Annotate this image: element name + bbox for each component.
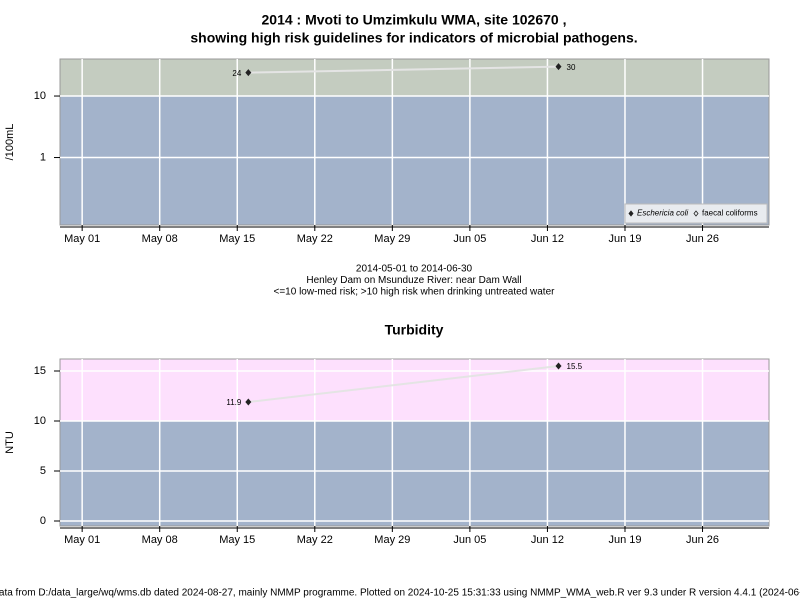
x-tick-label: May 01 [64,233,100,245]
y-tick-label: 10 [34,415,46,427]
x-tick-label: Jun 05 [453,534,486,546]
note: 2014-05-01 to 2014-06-30 [356,264,473,275]
x-tick-label: May 15 [219,534,255,546]
y-axis-label: NTU [4,431,16,454]
x-tick-label: May 22 [297,233,333,245]
value-label: 24 [232,69,241,78]
x-tick-label: May 08 [142,233,178,245]
footer: Data from D:/data_large/wq/wms.db dated … [0,588,800,599]
x-tick-label: Jun 26 [686,534,719,546]
series-line [248,365,559,403]
high-risk-band [60,359,769,421]
x-tick-label: May 15 [219,233,255,245]
x-tick-label: May 01 [64,534,100,546]
high-risk-band [60,59,769,97]
chart-title: Turbidity [385,322,444,338]
x-tick-label: May 29 [374,233,410,245]
chart-title: 2014 : Mvoti to Umzimkulu WMA, site 1026… [262,12,567,28]
data-point [555,63,562,71]
series-line [248,65,559,74]
y-tick-label: 10 [34,90,46,102]
value-label: 30 [567,63,576,72]
x-tick-label: Jun 19 [608,534,641,546]
y-tick-label: 15 [34,365,46,377]
data-point [245,398,252,406]
note: Henley Dam on Msunduze River: near Dam W… [306,275,521,286]
x-tick-label: May 22 [297,534,333,546]
legend-label: faecal coliforms [702,209,758,218]
y-tick-label: 5 [40,465,46,477]
x-tick-label: Jun 26 [686,233,719,245]
data-point [555,362,562,370]
value-label: 11.9 [226,398,242,407]
legend-marker [693,210,699,217]
plot-frame [59,58,770,226]
x-tick-label: Jun 12 [531,534,564,546]
legend-box [624,203,768,224]
x-tick-label: Jun 19 [608,233,641,245]
y-tick-label: 0 [40,515,46,527]
y-tick-label: 1 [40,151,46,163]
y-axis-label: /100mL [4,124,16,161]
x-tick-label: Jun 05 [453,233,486,245]
x-tick-label: May 08 [142,534,178,546]
x-tick-label: Jun 12 [531,233,564,245]
chart-title: showing high risk guidelines for indicat… [190,30,637,46]
plot-frame [59,358,770,527]
value-label: 15.5 [567,362,583,371]
x-tick-label: May 29 [374,534,410,546]
data-point [245,69,252,77]
note: <=10 low-med risk; >10 high risk when dr… [274,287,556,298]
legend-label: Eschericia coli [637,209,688,218]
low-risk-band [60,421,769,526]
legend-marker [628,210,634,217]
